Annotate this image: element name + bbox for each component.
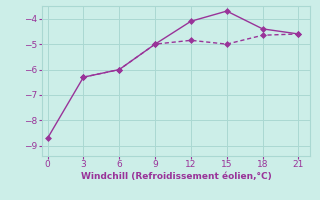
X-axis label: Windchill (Refroidissement éolien,°C): Windchill (Refroidissement éolien,°C) <box>81 172 271 181</box>
